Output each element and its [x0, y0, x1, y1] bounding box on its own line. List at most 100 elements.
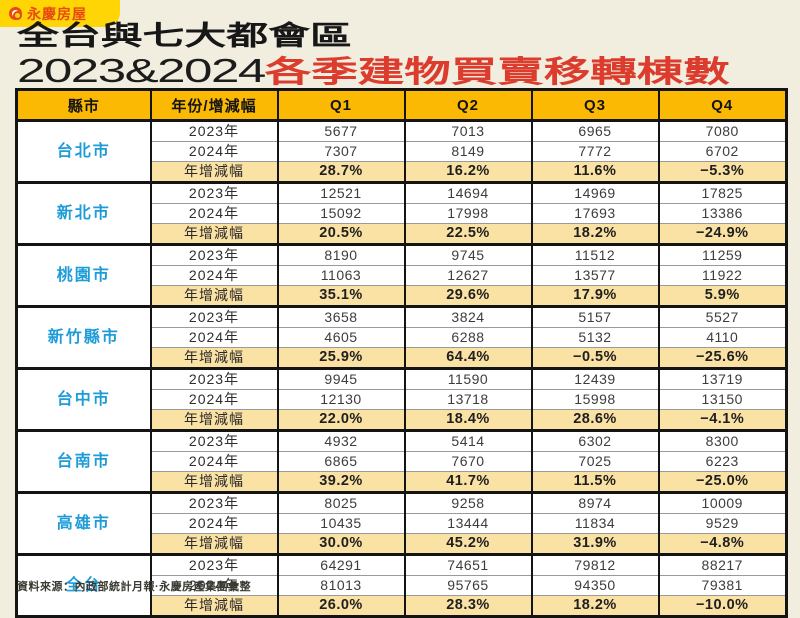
header-cell-q4: Q4: [657, 88, 788, 122]
row-label-cell: 2024年: [149, 575, 279, 596]
value-cell: 25.9%: [276, 347, 406, 369]
city-cell: 新北市: [15, 181, 152, 245]
row-label-cell: 2023年: [149, 429, 279, 452]
header-cell-q3: Q3: [530, 88, 660, 122]
value-cell: 22.0%: [276, 409, 406, 431]
transactions-table: 縣市 年份/增減幅 Q1 Q2 Q3 Q4 台北市 2023年 5677 7013 69…: [15, 88, 788, 618]
value-cell: 3824: [403, 305, 533, 328]
value-cell: −4.8%: [657, 533, 788, 555]
yoy-row: 年增減幅 30.0% 45.2% 31.9% −4.8%: [17, 533, 788, 555]
value-cell: 9745: [403, 243, 533, 266]
value-cell: 6865: [276, 451, 406, 472]
source-note: 資料來源：內政部統計月報·永慶房產集團彙整: [17, 581, 252, 593]
value-cell: 13150: [657, 389, 788, 410]
value-cell: 12130: [276, 389, 406, 410]
value-cell: 10009: [657, 491, 788, 514]
value-cell: 4110: [657, 327, 788, 348]
value-cell: −0.5%: [530, 347, 660, 369]
city-cell: 桃園市: [15, 243, 152, 307]
header-cell-q2: Q2: [403, 88, 533, 122]
value-cell: 94350: [530, 575, 660, 596]
header-cell-city: 縣市: [15, 88, 152, 122]
value-cell: −5.3%: [657, 161, 788, 183]
value-cell: 9258: [403, 491, 533, 514]
value-cell: 28.3%: [403, 595, 533, 617]
value-cell: 3658: [276, 305, 406, 328]
subtitle-year-range: 2023&2024: [17, 52, 266, 89]
value-cell: 79812: [530, 553, 660, 576]
value-cell: −25.6%: [657, 347, 788, 369]
value-cell: 7307: [276, 141, 406, 162]
yoy-row: 年增減幅 28.7% 16.2% 11.6% −5.3%: [17, 161, 788, 183]
value-cell: 7013: [403, 119, 533, 142]
row-label-cell: 2023年: [149, 491, 279, 514]
year-row: 2024年 11063 12627 13577 11922: [17, 265, 788, 286]
value-cell: 12439: [530, 367, 660, 390]
value-cell: 30.0%: [276, 533, 406, 555]
header-cell-yearlabel: 年份/增減幅: [149, 88, 279, 122]
value-cell: −4.1%: [657, 409, 788, 431]
value-cell: 11.5%: [530, 471, 660, 493]
year-row: 全台 2023年 64291 74651 79812 88217: [15, 553, 788, 617]
yoy-row: 年增減幅 35.1% 29.6% 17.9% 5.9%: [17, 285, 788, 307]
year-row: 台中市 2023年 9945 11590 12439 13719: [15, 367, 788, 431]
value-cell: 9945: [276, 367, 406, 390]
row-label-cell: 2023年: [149, 367, 279, 390]
city-cell: 台中市: [15, 367, 152, 431]
value-cell: −10.0%: [657, 595, 788, 617]
value-cell: 11590: [403, 367, 533, 390]
row-label-cell: 2023年: [149, 243, 279, 266]
year-row: 桃園市 2023年 8190 9745 11512 11259: [15, 243, 788, 307]
value-cell: 8025: [276, 491, 406, 514]
value-cell: 13386: [657, 203, 788, 224]
row-label-cell: 2024年: [149, 327, 279, 348]
row-label-cell: 年增減幅: [149, 285, 279, 307]
value-cell: 5414: [403, 429, 533, 452]
value-cell: 79381: [657, 575, 788, 596]
row-label-cell: 2024年: [149, 141, 279, 162]
page-title: 全台與七大都會區: [17, 21, 352, 51]
value-cell: 41.7%: [403, 471, 533, 493]
row-label-cell: 年增減幅: [149, 161, 279, 183]
value-cell: 15998: [530, 389, 660, 410]
value-cell: 12521: [276, 181, 406, 204]
year-row: 2024年 4605 6288 5132 4110: [17, 327, 788, 348]
city-cell: 新竹縣市: [15, 305, 152, 369]
value-cell: 64.4%: [403, 347, 533, 369]
value-cell: 35.1%: [276, 285, 406, 307]
year-row: 新竹縣市 2023年 3658 3824 5157 5527: [15, 305, 788, 369]
value-cell: 14969: [530, 181, 660, 204]
year-row: 2024年 7307 8149 7772 6702: [17, 141, 788, 162]
row-label-cell: 年增減幅: [149, 533, 279, 555]
value-cell: 7080: [657, 119, 788, 142]
value-cell: 18.2%: [530, 595, 660, 617]
value-cell: 17825: [657, 181, 788, 204]
value-cell: 4932: [276, 429, 406, 452]
row-label-cell: 年增減幅: [149, 595, 279, 617]
value-cell: 5157: [530, 305, 660, 328]
row-label-cell: 2023年: [149, 181, 279, 204]
row-label-cell: 2023年: [149, 305, 279, 328]
value-cell: 6223: [657, 451, 788, 472]
value-cell: 7670: [403, 451, 533, 472]
value-cell: −24.9%: [657, 223, 788, 245]
value-cell: 45.2%: [403, 533, 533, 555]
year-row: 2024年 15092 17998 17693 13386: [17, 203, 788, 224]
value-cell: 11259: [657, 243, 788, 266]
value-cell: 15092: [276, 203, 406, 224]
value-cell: −25.0%: [657, 471, 788, 493]
year-row: 高雄市 2023年 8025 9258 8974 10009: [15, 491, 788, 555]
year-row: 台南市 2023年 4932 5414 6302 8300: [15, 429, 788, 493]
row-label-cell: 年增減幅: [149, 409, 279, 431]
table-header-row: 縣市 年份/增減幅 Q1 Q2 Q3 Q4: [15, 88, 788, 122]
yoy-row: 年增減幅 22.0% 18.4% 28.6% −4.1%: [17, 409, 788, 431]
year-row: 2024年 6865 7670 7025 6223: [17, 451, 788, 472]
city-cell: 高雄市: [15, 491, 152, 555]
brand-name: 永慶房屋: [27, 5, 87, 22]
table-body: 台北市 2023年 5677 7013 6965 7080 2024年 7307 8149 777…: [15, 119, 788, 617]
value-cell: 11922: [657, 265, 788, 286]
value-cell: 4605: [276, 327, 406, 348]
value-cell: 9529: [657, 513, 788, 534]
value-cell: 11512: [530, 243, 660, 266]
row-label-cell: 2024年: [149, 451, 279, 472]
